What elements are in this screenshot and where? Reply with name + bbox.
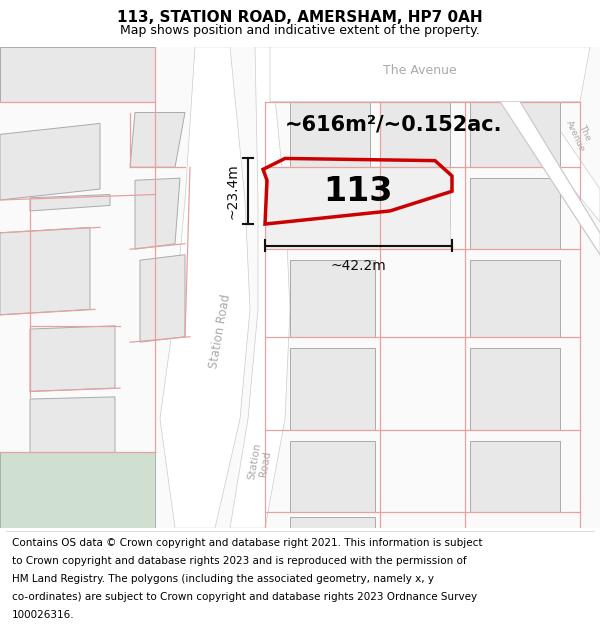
Text: The Avenue: The Avenue [383,64,457,78]
Text: Map shows position and indicative extent of the property.: Map shows position and indicative extent… [120,24,480,36]
Polygon shape [0,124,100,200]
Polygon shape [470,178,560,249]
Polygon shape [380,178,450,227]
Polygon shape [0,228,90,315]
Polygon shape [30,194,110,211]
Polygon shape [470,101,560,167]
Polygon shape [135,178,180,249]
Polygon shape [380,101,450,167]
Polygon shape [470,441,560,512]
Polygon shape [290,178,370,227]
Polygon shape [140,255,185,342]
Polygon shape [160,47,250,528]
Polygon shape [0,47,155,101]
Polygon shape [520,101,600,222]
Polygon shape [470,260,560,337]
Polygon shape [265,167,450,249]
Text: ~23.4m: ~23.4m [226,163,240,219]
Text: ~42.2m: ~42.2m [331,259,386,273]
Polygon shape [0,451,155,528]
Text: The
Avenue: The Avenue [564,115,596,154]
Text: ~616m²/~0.152ac.: ~616m²/~0.152ac. [285,114,503,134]
Text: HM Land Registry. The polygons (including the associated geometry, namely x, y: HM Land Registry. The polygons (includin… [12,574,434,584]
Polygon shape [290,101,370,167]
Text: 113, STATION ROAD, AMERSHAM, HP7 0AH: 113, STATION ROAD, AMERSHAM, HP7 0AH [117,10,483,25]
Text: 113: 113 [323,175,393,208]
Text: 100026316.: 100026316. [12,609,74,619]
Polygon shape [500,101,600,255]
Text: Station
Road: Station Road [246,442,274,483]
Polygon shape [30,397,115,462]
Text: Station Road: Station Road [207,293,233,369]
Polygon shape [470,348,560,430]
Polygon shape [270,47,590,101]
Polygon shape [290,441,375,512]
Polygon shape [290,518,375,528]
Polygon shape [230,47,290,528]
Text: to Crown copyright and database rights 2023 and is reproduced with the permissio: to Crown copyright and database rights 2… [12,556,467,566]
Polygon shape [130,112,185,167]
Text: co-ordinates) are subject to Crown copyright and database rights 2023 Ordnance S: co-ordinates) are subject to Crown copyr… [12,592,477,602]
Polygon shape [290,260,375,337]
Text: Contains OS data © Crown copyright and database right 2021. This information is : Contains OS data © Crown copyright and d… [12,538,482,548]
Polygon shape [30,326,115,391]
Polygon shape [290,348,375,430]
